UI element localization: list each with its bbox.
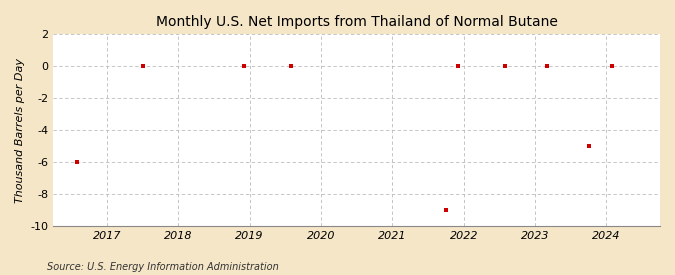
- Point: [542, 64, 553, 68]
- Point: [72, 160, 82, 164]
- Point: [500, 64, 510, 68]
- Title: Monthly U.S. Net Imports from Thailand of Normal Butane: Monthly U.S. Net Imports from Thailand o…: [156, 15, 558, 29]
- Point: [238, 64, 249, 68]
- Text: Source: U.S. Energy Information Administration: Source: U.S. Energy Information Administ…: [47, 262, 279, 272]
- Point: [607, 64, 618, 68]
- Point: [453, 64, 464, 68]
- Point: [137, 64, 148, 68]
- Y-axis label: Thousand Barrels per Day: Thousand Barrels per Day: [15, 57, 25, 203]
- Point: [583, 144, 594, 148]
- Point: [286, 64, 296, 68]
- Point: [441, 208, 452, 212]
